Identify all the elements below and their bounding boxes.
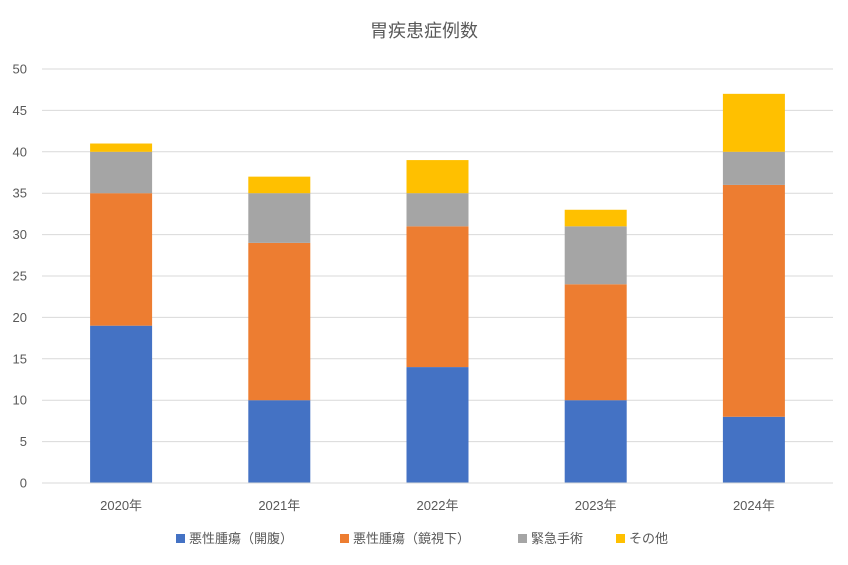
bar-segment <box>722 151 785 185</box>
legend-label: その他 <box>629 532 668 547</box>
bar-segment <box>564 226 627 285</box>
x-tick-label: 2022年 <box>417 498 459 513</box>
bar-segment <box>248 400 311 483</box>
bar-segment <box>248 193 311 243</box>
legend-swatch <box>616 534 625 543</box>
y-tick-label: 30 <box>13 227 27 242</box>
y-tick-label: 50 <box>13 62 27 77</box>
x-tick-label: 2023年 <box>575 498 617 513</box>
bar-segment <box>564 209 627 227</box>
bar-segment <box>722 93 785 152</box>
bar-segment <box>722 416 785 483</box>
bar-segment <box>90 151 153 194</box>
legend-swatch <box>340 534 349 543</box>
legend-label: 悪性腫瘍（鏡視下） <box>353 531 470 547</box>
y-tick-label: 15 <box>13 351 27 366</box>
y-tick-label: 5 <box>20 434 27 449</box>
bars <box>90 93 785 483</box>
y-tick-label: 25 <box>13 269 27 284</box>
bar-segment <box>90 143 153 152</box>
x-tick-label: 2021年 <box>258 498 300 513</box>
x-tick-label: 2024年 <box>733 498 775 513</box>
x-axis-ticks: 2020年 2021年 2022年 2023年 2024年 <box>100 498 775 513</box>
y-tick-label: 35 <box>13 186 27 201</box>
bar-segment <box>90 325 153 483</box>
y-tick-label: 0 <box>20 476 27 491</box>
y-tick-label: 10 <box>13 393 27 408</box>
bar-segment <box>248 176 311 194</box>
bar-segment <box>406 367 469 483</box>
bar-segment <box>406 160 469 194</box>
bar-segment <box>406 193 469 227</box>
bar-segment <box>90 193 153 326</box>
bar-segment <box>564 284 627 401</box>
bar-segment <box>564 400 627 483</box>
y-tick-label: 45 <box>13 103 27 118</box>
y-tick-label: 20 <box>13 310 27 325</box>
bar-segment <box>406 226 469 368</box>
legend-swatch <box>176 534 185 543</box>
bar-segment <box>248 242 311 401</box>
legend-label: 緊急手術 <box>531 532 583 547</box>
y-tick-label: 40 <box>13 144 27 159</box>
legend-swatch <box>518 534 527 543</box>
legend-label: 悪性腫瘍（開腹） <box>189 531 293 547</box>
y-axis-ticks: 0 5 10 15 20 25 30 35 40 45 50 <box>13 62 27 491</box>
bar-segment <box>722 184 785 417</box>
legend: 悪性腫瘍（開腹） 悪性腫瘍（鏡視下） 緊急手術 その他 <box>176 531 668 547</box>
chart-title: 胃疾患症例数 <box>370 21 478 42</box>
x-tick-label: 2020年 <box>100 498 142 513</box>
